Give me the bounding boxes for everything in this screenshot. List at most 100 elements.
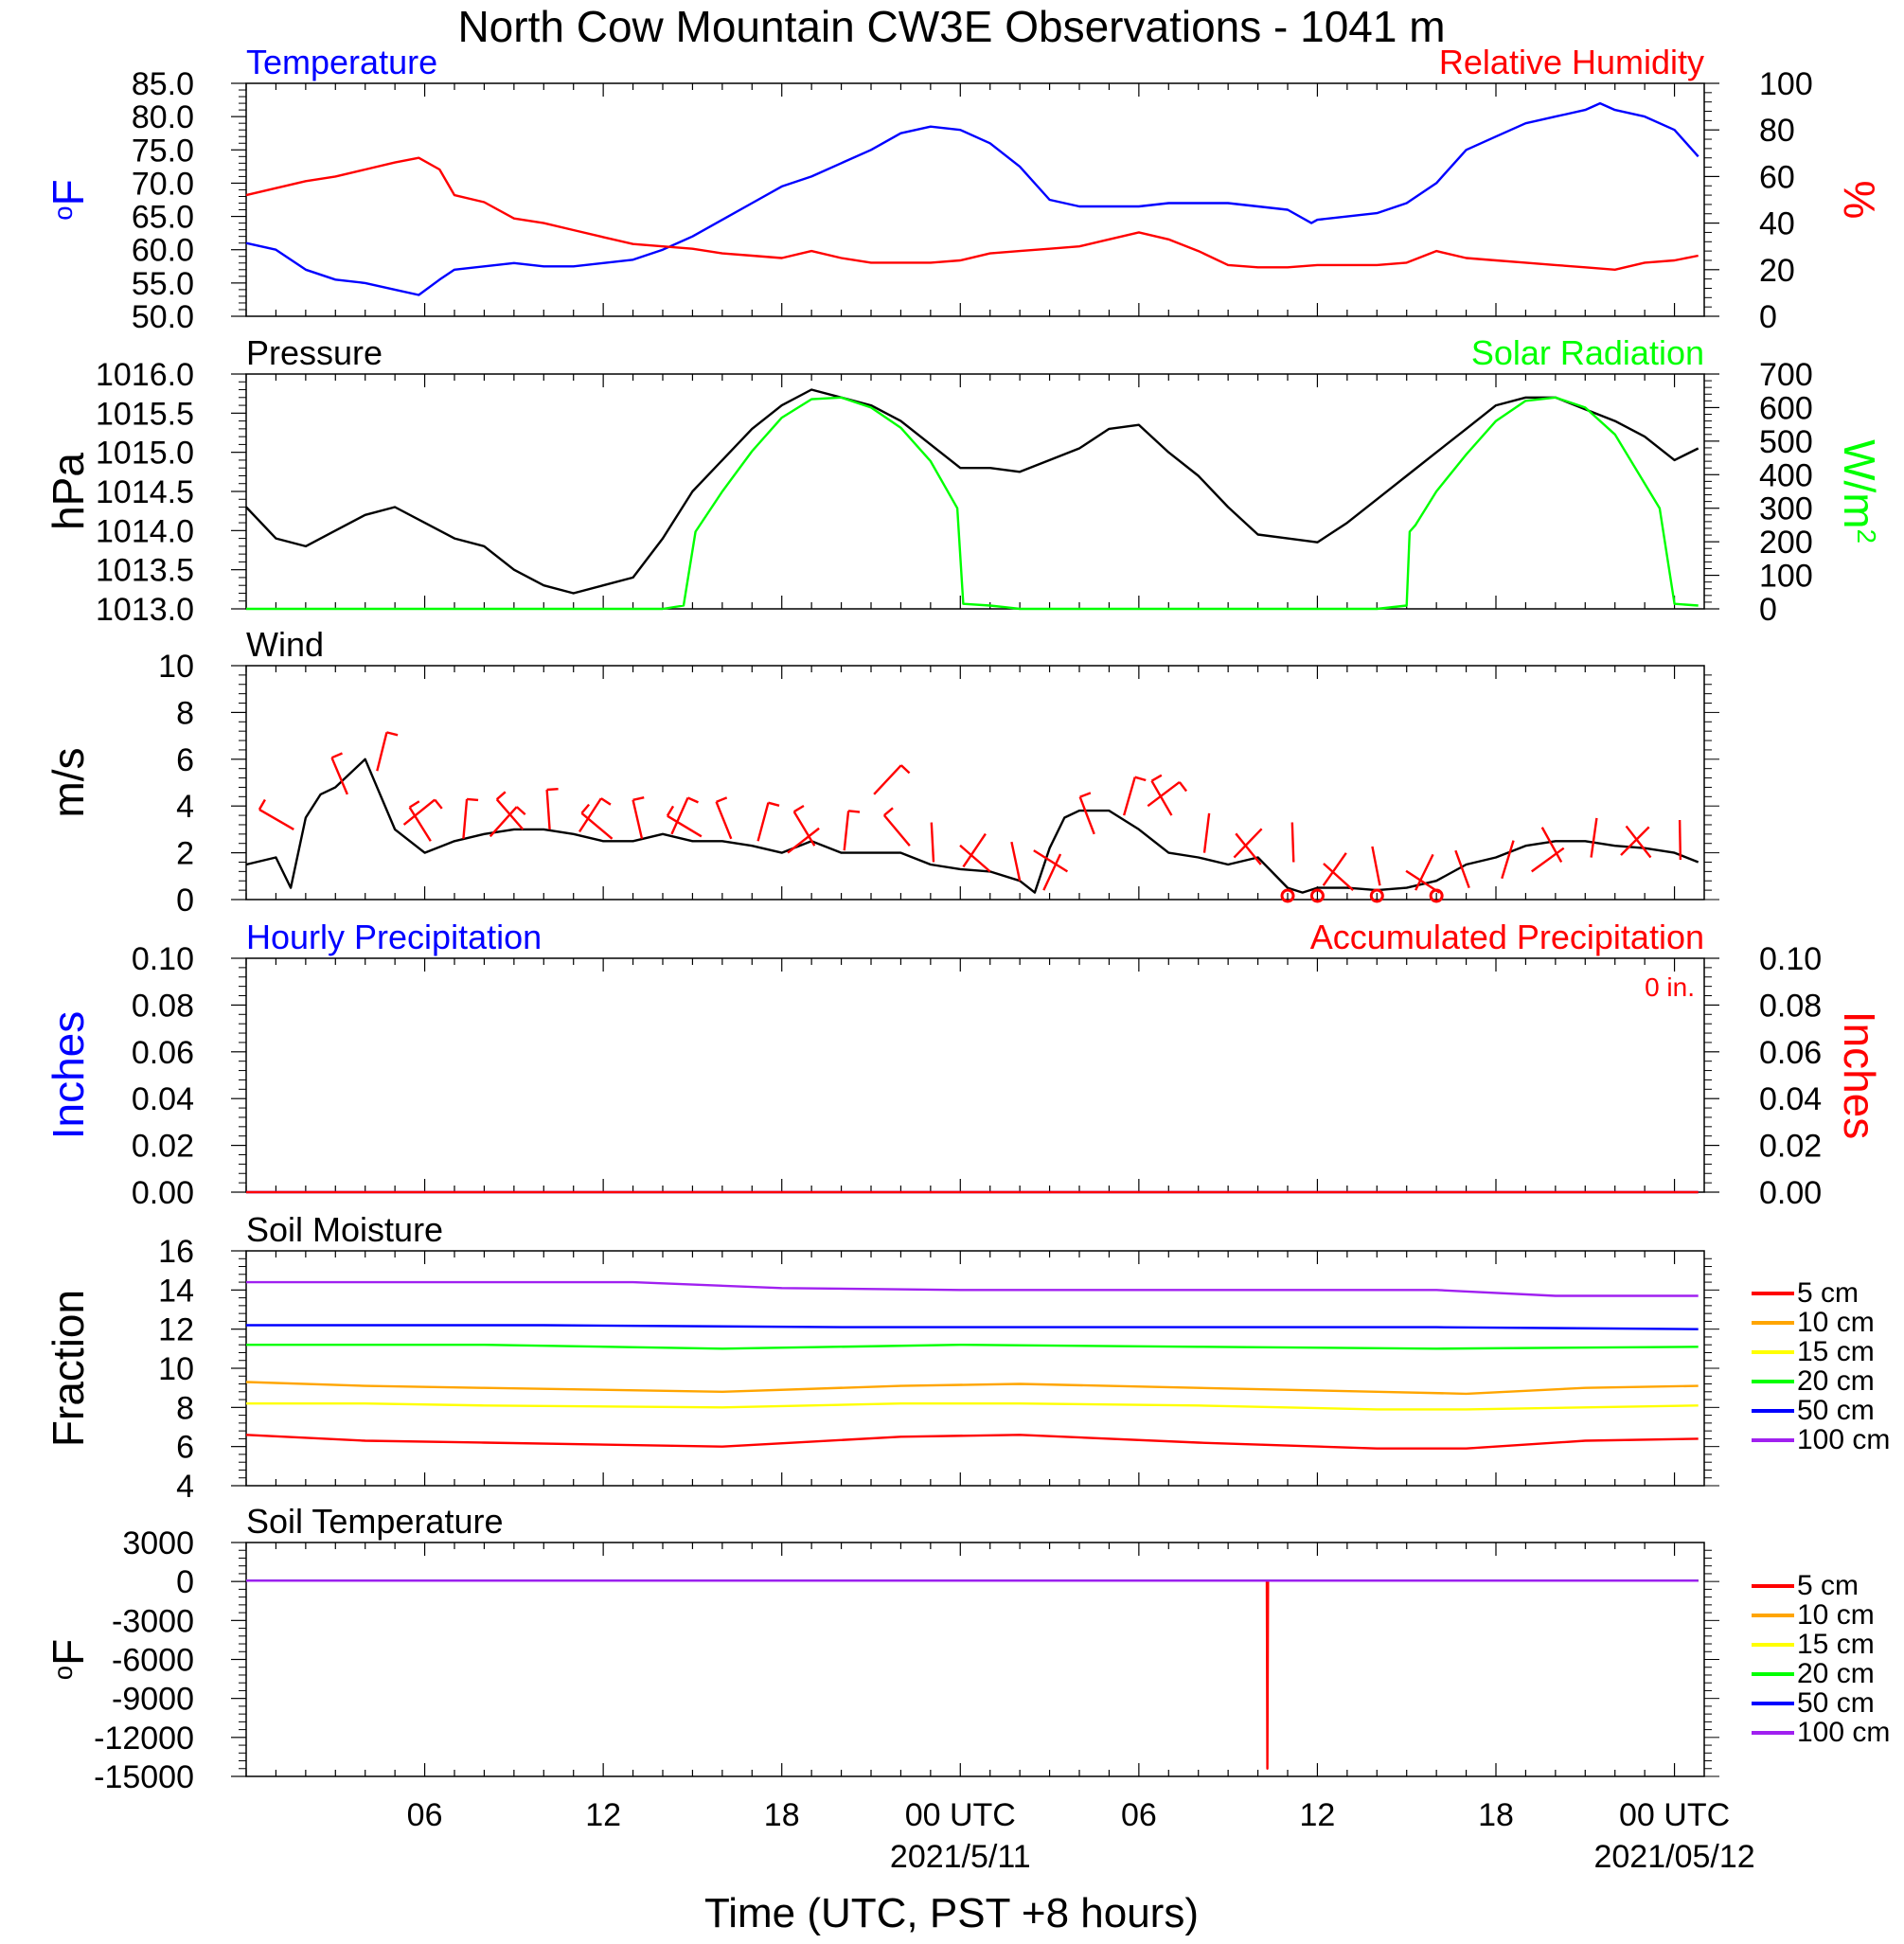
y-axis-label-left: oF	[44, 1639, 93, 1680]
x-tick-label: 18	[764, 1797, 800, 1833]
y-tick-label: 8	[176, 695, 194, 731]
wind-barb-flag	[632, 795, 645, 802]
y-tick-label: 3000	[122, 1525, 194, 1561]
y-tick-label: 6	[176, 742, 194, 778]
wind-barb	[882, 814, 911, 847]
y-tick-label: 4	[176, 1469, 194, 1505]
wind-barb	[962, 832, 987, 868]
wind-barb	[495, 798, 525, 830]
wind-barb	[1501, 840, 1515, 880]
y-tick-label: 1015.0	[96, 436, 194, 472]
wind-barb-flag	[899, 764, 911, 775]
x-tick-label: 18	[1478, 1797, 1514, 1833]
wind-barb-flag	[883, 807, 894, 816]
wind-barb	[667, 814, 703, 838]
wind-barb-flag	[516, 806, 526, 816]
wind-barb	[1078, 796, 1095, 835]
series-line-relative-humidity	[245, 156, 1699, 271]
wind-barb	[1150, 780, 1173, 816]
y-tick-label-right: 100	[1759, 559, 1813, 595]
wind-barb	[843, 811, 850, 851]
wind-barb	[715, 801, 733, 840]
y-tick-label: 4	[176, 789, 194, 825]
y-tick-label: 0.06	[132, 1035, 194, 1071]
y-tick-label: 16	[158, 1234, 194, 1270]
y-tick-label: 12	[158, 1312, 194, 1348]
wind-barb	[1322, 852, 1347, 886]
legend-label: 15 cm	[1797, 1629, 1875, 1660]
y-tick-label-right: 80	[1759, 113, 1795, 149]
panel-title-right: Accumulated Precipitation	[1310, 918, 1704, 956]
calm-wind-marker	[1429, 888, 1444, 903]
y-tick-label: 8	[176, 1390, 194, 1426]
wind-barb-flag	[768, 801, 780, 807]
wind-barb	[330, 757, 348, 795]
y-tick-label-right: 0.02	[1759, 1129, 1822, 1165]
y-tick-label: -15000	[94, 1759, 194, 1795]
wind-barb	[1323, 863, 1354, 892]
y-tick-label: 0.04	[132, 1081, 194, 1117]
y-tick-label: -12000	[94, 1721, 194, 1757]
y-tick-label: 10	[158, 1351, 194, 1387]
wind-barb	[1202, 812, 1211, 853]
y-tick-label-right: 600	[1759, 390, 1813, 426]
wind-barb	[545, 789, 551, 829]
wind-barb-flag	[495, 791, 507, 801]
wind-barb	[1233, 828, 1263, 859]
legend-label: 15 cm	[1797, 1336, 1875, 1367]
panel-title-left: Soil Temperature	[246, 1502, 503, 1541]
y-tick-label: -6000	[112, 1643, 194, 1679]
wind-barb	[1540, 827, 1563, 864]
x-tick-label: 00 UTC	[1619, 1797, 1730, 1833]
wind-barb	[1405, 869, 1440, 894]
wind-barb	[402, 798, 436, 826]
series-line-15-cm	[246, 1401, 1699, 1411]
wind-barb	[578, 797, 602, 833]
panel-frame	[245, 82, 1705, 317]
calm-wind-marker	[1280, 888, 1295, 903]
y-tick-label-right: 500	[1759, 424, 1813, 460]
y-tick-label: 2	[176, 836, 194, 872]
y-axis-label-left: Inches	[44, 1011, 93, 1140]
x-tick-label: 00 UTC	[905, 1797, 1016, 1833]
legend-label: 100 cm	[1797, 1717, 1890, 1748]
panel-title-right: Relative Humidity	[1439, 43, 1704, 81]
legend-label: 50 cm	[1797, 1395, 1875, 1426]
y-tick-label: 6	[176, 1430, 194, 1466]
wind-barb-flag	[466, 797, 479, 802]
wind-barb	[1415, 853, 1434, 891]
y-tick-label-right: 300	[1759, 491, 1813, 527]
wind-barb	[376, 732, 388, 772]
y-tick-label: 0.10	[132, 941, 194, 977]
wind-barb-flag	[580, 803, 591, 814]
y-tick-label: 1013.0	[96, 592, 194, 628]
wind-barb-flag	[793, 804, 805, 813]
wind-barb-flag	[258, 798, 266, 811]
y-tick-label: 65.0	[132, 200, 194, 236]
y-tick-label-right: 0.00	[1759, 1175, 1822, 1211]
panel-3: 0 2 4 6 8 10 Wind m/s	[44, 625, 1719, 918]
y-axis-label-left: Fraction	[44, 1290, 93, 1447]
legend-label: 5 cm	[1797, 1277, 1859, 1309]
wind-barb	[489, 806, 518, 838]
x-tick-label: 06	[407, 1797, 443, 1833]
panel-title-left: Wind	[246, 625, 324, 664]
y-tick-label: 1016.0	[96, 357, 194, 393]
wind-barb-flag	[716, 796, 728, 803]
y-tick-label: 1015.5	[96, 396, 194, 432]
legend-label: 100 cm	[1797, 1424, 1890, 1455]
y-tick-label-right: 100	[1759, 66, 1813, 102]
wind-barb-flag	[386, 731, 399, 737]
x-axis-label: Time (UTC, PST +8 hours)	[704, 1890, 1199, 1936]
wind-barb	[1042, 853, 1062, 891]
wind-barb-flag	[546, 787, 559, 792]
panel-title-left: Pressure	[246, 333, 383, 372]
wind-barb-flag	[1134, 776, 1147, 782]
series-line-pressure	[245, 388, 1699, 595]
wind-barb	[1033, 849, 1069, 873]
